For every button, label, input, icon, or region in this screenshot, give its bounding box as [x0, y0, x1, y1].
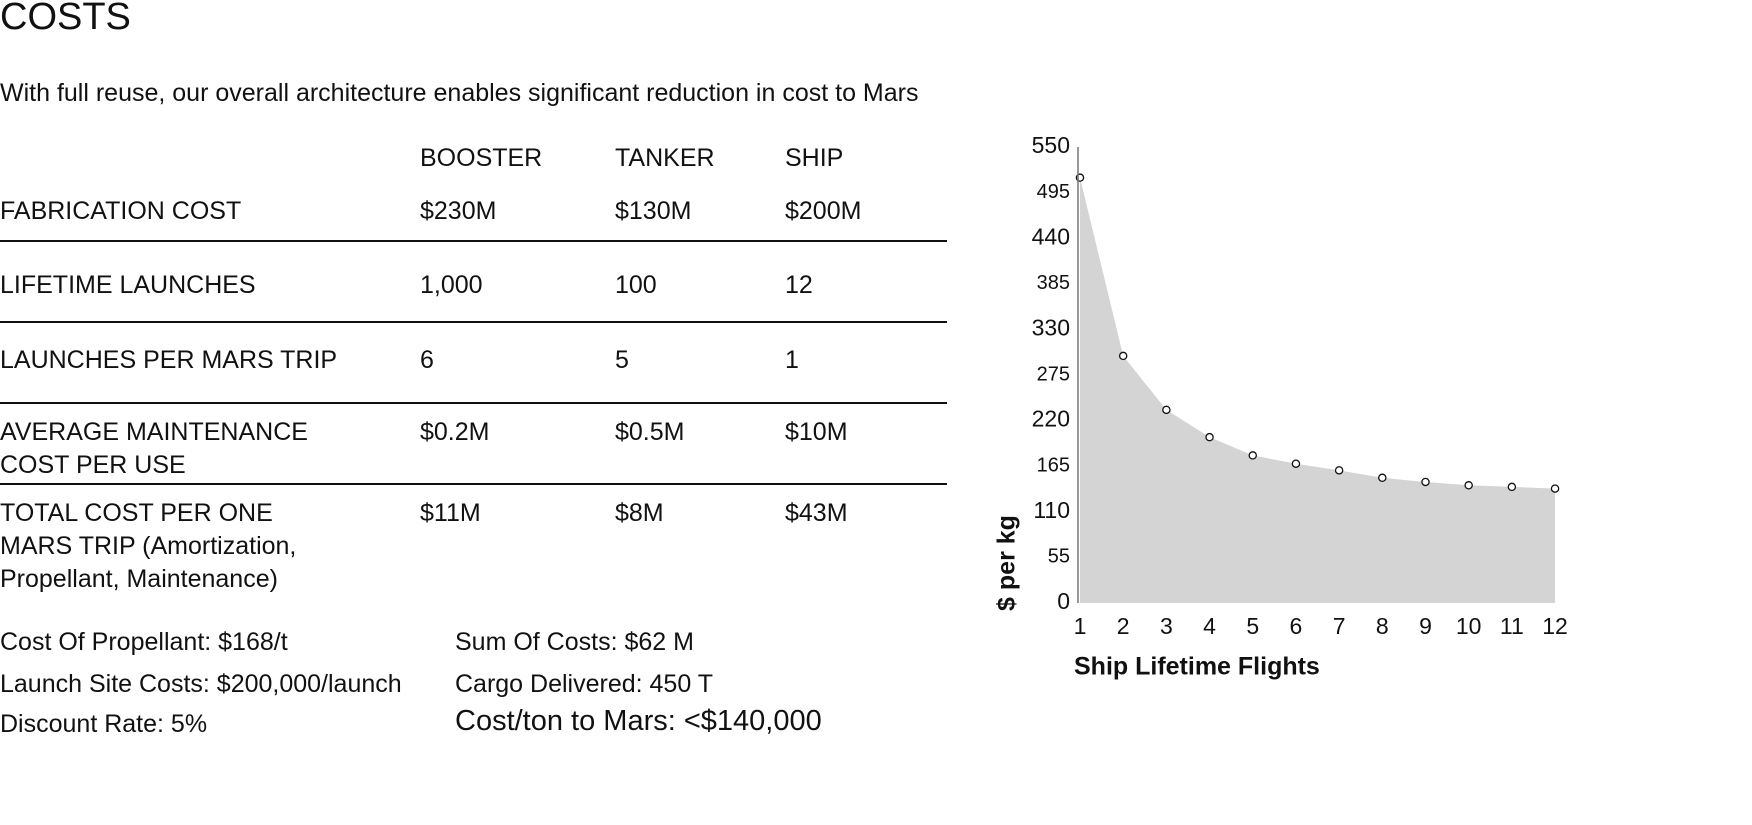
cell: 12	[785, 271, 813, 299]
row-rule	[0, 402, 947, 404]
cell: $10M	[785, 418, 848, 446]
row-label: FABRICATION COST	[0, 197, 242, 225]
y-tick-label: 165	[1037, 454, 1070, 476]
x-tick-label: 10	[1456, 613, 1482, 639]
data-point	[1378, 473, 1387, 483]
data-point	[1334, 466, 1344, 475]
row-label: COST PER USE	[0, 451, 186, 479]
data-point	[1248, 451, 1257, 460]
column-header: TANKER	[615, 144, 715, 172]
x-tick-label: 7	[1333, 613, 1346, 639]
y-tick-label: 55	[1048, 546, 1070, 568]
x-axis-title: Ship Lifetime Flights	[1074, 653, 1320, 681]
row-label: MARS TRIP (Amortization,	[0, 532, 297, 560]
y-axis-title: $ per kg	[993, 515, 1021, 611]
y-tick-label: 440	[1032, 223, 1070, 249]
note: Discount Rate: 5%	[0, 710, 208, 738]
x-tick-label: 1	[1074, 613, 1087, 639]
cell: $0.5M	[615, 418, 685, 446]
area-fill	[1080, 177, 1556, 603]
cell: 1,000	[420, 271, 483, 299]
x-tick-label: 4	[1203, 613, 1216, 639]
x-tick-label: 6	[1290, 613, 1303, 639]
x-tick-label: 12	[1542, 613, 1568, 639]
data-point	[1205, 432, 1214, 442]
y-tick-label: 550	[1032, 132, 1070, 158]
data-point	[1464, 481, 1473, 490]
row-label: AVERAGE MAINTENANCE	[0, 418, 308, 446]
x-tick-label: 3	[1160, 613, 1173, 639]
note: Sum Of Costs: $62 M	[455, 628, 694, 656]
x-tick-label: 11	[1500, 613, 1524, 639]
data-point	[1550, 484, 1560, 493]
x-tick-label: 9	[1419, 613, 1432, 639]
column-header: BOOSTER	[420, 144, 543, 172]
row-label: LIFETIME LAUNCHES	[0, 271, 256, 299]
row-rule	[0, 483, 947, 485]
note: Cargo Delivered: 450 T	[455, 670, 714, 698]
cell: $0.2M	[420, 418, 490, 446]
x-tick-label: 8	[1376, 613, 1389, 639]
row-label: Propellant, Maintenance)	[0, 565, 278, 593]
cell: $43M	[785, 499, 848, 527]
y-tick-label: 275	[1037, 363, 1070, 385]
column-header: SHIP	[785, 144, 844, 172]
y-tick-label: 0	[1057, 588, 1070, 614]
x-tick-label: 5	[1246, 613, 1259, 639]
row-label: LAUNCHES PER MARS TRIP	[0, 346, 338, 374]
cell: $8M	[615, 499, 664, 527]
y-tick-label: 330	[1032, 314, 1070, 340]
y-tick-label: 220	[1032, 406, 1070, 432]
subtitle: With full reuse, our overall architectur…	[0, 79, 919, 107]
cell: 6	[420, 346, 434, 374]
data-point	[1421, 477, 1430, 487]
y-tick-label: 495	[1037, 181, 1070, 203]
y-tick-label: 385	[1037, 272, 1070, 294]
note: Cost Of Propellant: $168/t	[0, 628, 288, 656]
row-rule	[0, 321, 947, 323]
x-tick-label: 2	[1117, 613, 1130, 639]
cell: $11M	[420, 499, 481, 527]
cell: 100	[615, 271, 657, 299]
cell: $200M	[785, 197, 862, 225]
cell: 5	[615, 346, 629, 374]
cell: 1	[785, 346, 799, 374]
row-rule	[0, 240, 947, 242]
data-point	[1291, 459, 1301, 468]
row-label: TOTAL COST PER ONE	[0, 499, 273, 527]
y-tick-label: 110	[1033, 497, 1070, 523]
cell: $130M	[615, 197, 692, 225]
data-point	[1507, 482, 1517, 492]
cell: $230M	[420, 197, 497, 225]
note: Cost/ton to Mars: <$140,000	[455, 705, 822, 737]
data-point	[1162, 405, 1171, 415]
note: Launch Site Costs: $200,000/launch	[0, 670, 402, 698]
data-point	[1118, 351, 1128, 361]
title: COSTS	[0, 0, 131, 38]
